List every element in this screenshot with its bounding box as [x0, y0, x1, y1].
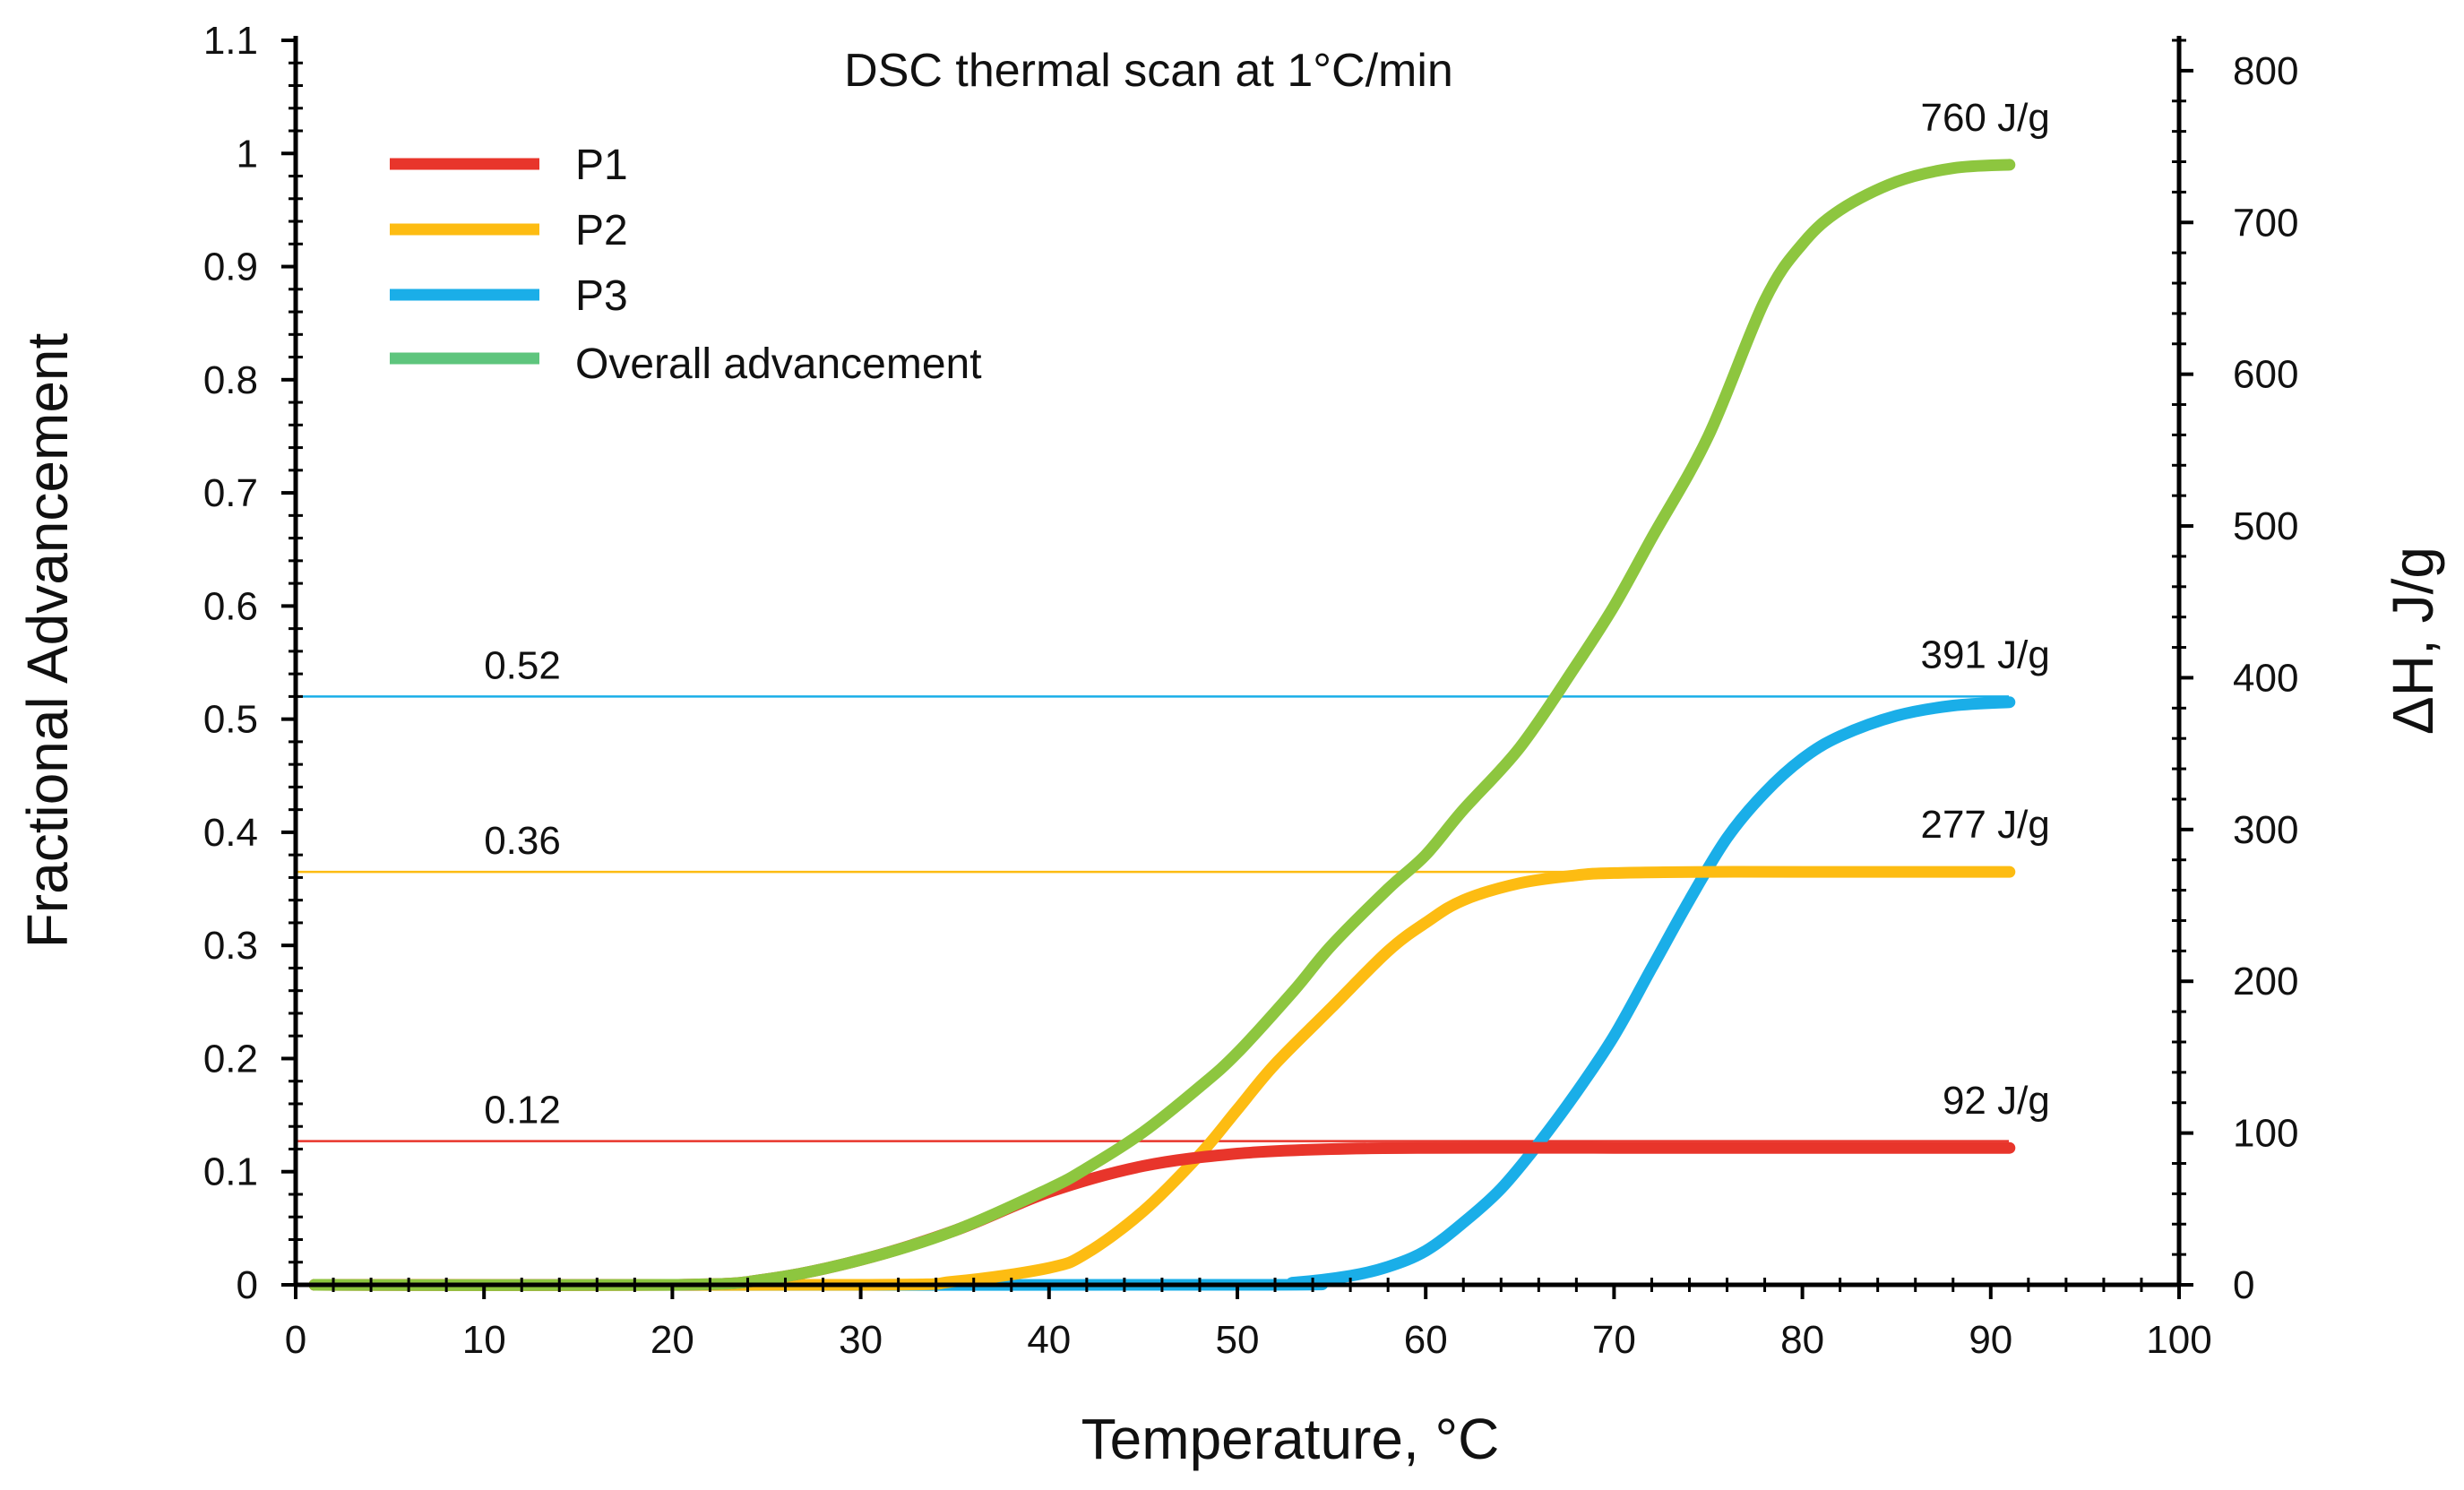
y2-tick-label: 200: [2233, 960, 2298, 1003]
series-layer: [308, 159, 2016, 1291]
y-tick-label: 0.3: [203, 924, 258, 968]
y2-tick-label: 600: [2233, 353, 2298, 397]
end-annotation-1: 391 J/g: [1920, 633, 2049, 677]
x-tick-label: 80: [1780, 1318, 1824, 1362]
y-axis-title: Fractional Advancement: [15, 332, 80, 948]
end-annotation-3: 92 J/g: [1943, 1079, 2050, 1123]
reference-lines: [296, 695, 2009, 1142]
y-tick-label: 0.1: [203, 1150, 258, 1194]
reference-label-1: 0.36: [484, 819, 561, 863]
reference-label-2: 0.12: [484, 1089, 561, 1133]
legend-label-p2: P2: [575, 207, 628, 254]
y-tick-label: 1: [237, 132, 258, 176]
y2-tick-label: 400: [2233, 656, 2298, 700]
legend: P1 P2 P3 Overall advancement: [390, 142, 982, 388]
y2-tick-label: 700: [2233, 201, 2298, 245]
x-tick-label: 20: [650, 1318, 694, 1362]
x-axis-title: Temperature, °C: [1081, 1407, 1500, 1471]
y2-tick-label: 500: [2233, 504, 2298, 548]
x-tick-label: 0: [285, 1318, 306, 1362]
y-tick-label: 0.6: [203, 584, 258, 628]
x-tick-label: 50: [1216, 1318, 1260, 1362]
reference-label-0: 0.52: [484, 643, 561, 687]
y-tick-label: 0.4: [203, 811, 258, 855]
y2-tick-label: 300: [2233, 808, 2298, 852]
end-annotation-2: 277 J/g: [1920, 803, 2049, 847]
chart-title: DSC thermal scan at 1°C/min: [844, 45, 1453, 97]
y-tick-label: 0.2: [203, 1037, 258, 1081]
legend-label-p1: P1: [575, 142, 628, 189]
y-tick-label: 0.9: [203, 245, 258, 289]
y2-tick-label: 0: [2233, 1263, 2254, 1307]
end-annotation-0: 760 J/g: [1920, 96, 2049, 140]
axes-layer: [281, 36, 2193, 1299]
x-tick-label: 10: [462, 1318, 506, 1362]
legend-label-p3: P3: [575, 272, 628, 320]
y2-tick-label: 100: [2233, 1112, 2298, 1156]
x-tick-label: 70: [1592, 1318, 1636, 1362]
series-line-p1: [308, 1141, 2016, 1291]
x-tick-label: 60: [1404, 1318, 1448, 1362]
y2-axis-title: ΔH, J/g: [2381, 547, 2445, 735]
y-tick-label: 0: [237, 1263, 258, 1307]
y-tick-label: 0.8: [203, 358, 258, 402]
labels-layer: 0.520.360.120 10 20 30 40 50 60 70 80 90 10000.10.…: [203, 19, 2299, 1362]
series-line-overall-advancement: [308, 159, 2016, 1291]
x-tick-label: 40: [1027, 1318, 1071, 1362]
series-line-p2: [308, 866, 2016, 1291]
x-tick-label: 100: [2146, 1318, 2211, 1362]
y-tick-label: 0.5: [203, 698, 258, 742]
x-tick-label: 90: [1969, 1318, 2012, 1362]
y-tick-label: 0.7: [203, 471, 258, 515]
y-tick-label: 1.1: [203, 19, 258, 63]
x-tick-label: 30: [839, 1318, 883, 1362]
y2-tick-label: 800: [2233, 49, 2298, 93]
legend-label-overall: Overall advancement: [575, 340, 982, 388]
